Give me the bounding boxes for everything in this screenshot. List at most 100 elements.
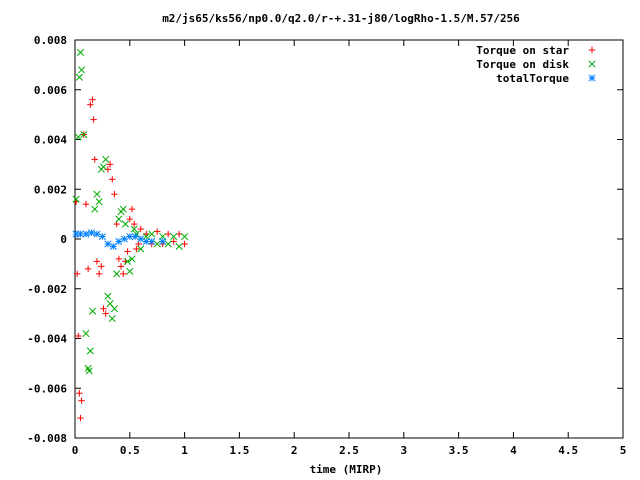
data-point (115, 255, 123, 263)
data-point (76, 230, 85, 238)
data-point (126, 267, 134, 275)
data-point (115, 237, 123, 246)
data-point (104, 292, 112, 300)
series-2 (72, 229, 167, 251)
data-point (90, 116, 97, 123)
data-point (117, 263, 125, 270)
plot-frame (74, 39, 624, 439)
data-point (124, 248, 131, 255)
data-point (111, 191, 118, 198)
data-point (82, 230, 90, 238)
data-point (137, 235, 145, 243)
y-tick-label: -0.004 (27, 333, 67, 346)
data-point (99, 163, 108, 171)
data-point (95, 270, 103, 278)
x-tick-label: 2 (291, 444, 298, 457)
legend-label: totalTorque (496, 72, 569, 85)
data-point (100, 305, 107, 312)
data-point (137, 245, 145, 253)
data-point (154, 228, 161, 235)
data-point (76, 48, 85, 56)
data-point (170, 232, 178, 241)
x-tick-label: 1 (181, 444, 188, 457)
data-point (108, 315, 116, 323)
data-point (148, 237, 156, 246)
data-point (74, 133, 82, 141)
data-point (93, 230, 101, 238)
data-point (82, 329, 90, 338)
data-point (175, 242, 183, 251)
data-point (91, 205, 99, 213)
x-tick-label: 0 (72, 444, 79, 457)
data-point (86, 347, 94, 355)
chart-title: m2/js65/ks56/np0.0/q2.0/r-+.31-j80/logRh… (162, 12, 520, 25)
data-point (126, 232, 134, 241)
data-point (142, 237, 150, 246)
legend-label: Torque on disk (476, 58, 569, 71)
data-point (98, 232, 106, 241)
x-tick-label: 2.5 (339, 444, 359, 457)
data-point (128, 255, 136, 263)
data-point (120, 235, 128, 243)
data-point (181, 232, 189, 241)
data-point (77, 414, 84, 422)
data-point (115, 215, 123, 223)
data-point (75, 332, 82, 340)
data-point (73, 270, 81, 278)
data-point (130, 220, 138, 228)
series-1 (72, 48, 189, 375)
x-tick-label: 3.5 (449, 444, 469, 457)
data-point (120, 270, 127, 278)
y-axis: -0.008 -0.006 -0.004 -0.002 0 0.002 0.004 0.006… (27, 34, 623, 445)
data-point (84, 265, 92, 273)
x-tick-label: 4.5 (558, 444, 578, 457)
data-point (164, 240, 172, 248)
data-point (80, 130, 88, 139)
data-point (85, 367, 93, 375)
data-point (89, 96, 96, 103)
y-tick-label: -0.002 (27, 283, 67, 296)
y-tick-label: 0.002 (34, 183, 67, 196)
data-point (131, 232, 139, 241)
x-tick-label: 5 (620, 444, 627, 457)
series-layer (72, 48, 189, 422)
data-point (87, 101, 94, 108)
x-tick-label: 4 (510, 444, 517, 457)
data-point (137, 225, 144, 233)
data-point (104, 240, 112, 248)
data-point (72, 195, 80, 203)
data-point (159, 237, 167, 246)
data-point (95, 198, 103, 206)
data-point (130, 225, 138, 233)
data-point (133, 245, 140, 253)
legend-marker (588, 46, 596, 54)
data-point (164, 230, 172, 238)
data-point (148, 230, 156, 238)
data-point (78, 397, 85, 404)
data-point (175, 230, 183, 238)
data-point (113, 270, 121, 278)
data-point (93, 258, 101, 265)
y-tick-label: -0.008 (27, 432, 67, 445)
x-tick-label: 0.5 (120, 444, 140, 457)
legend-marker (588, 74, 596, 82)
data-point (82, 200, 90, 208)
y-tick-label: 0 (60, 233, 67, 246)
data-point (121, 220, 129, 228)
data-point (78, 66, 86, 74)
data-point (128, 205, 136, 213)
x-tick-label: 3 (400, 444, 407, 457)
data-point (109, 176, 116, 183)
data-point (102, 155, 110, 163)
plot-area (74, 39, 624, 439)
legend-label: Torque on star (476, 44, 569, 57)
legend-marker (588, 60, 596, 68)
y-tick-label: 0.008 (34, 34, 67, 47)
data-point (181, 240, 188, 248)
data-point (87, 229, 95, 237)
x-axis-label: time (MIRP) (310, 463, 383, 476)
y-tick-label: -0.006 (27, 382, 67, 395)
data-point (76, 390, 83, 397)
data-point (93, 190, 101, 198)
